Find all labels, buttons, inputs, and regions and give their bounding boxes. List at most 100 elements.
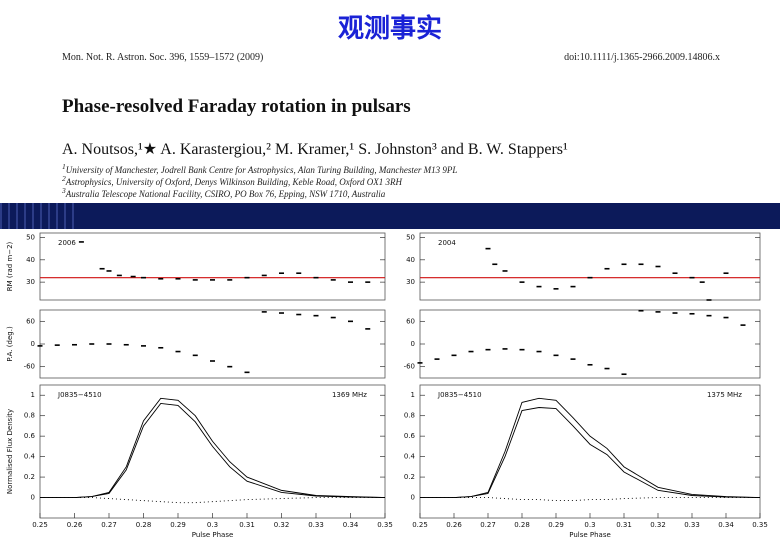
profile-line — [420, 497, 760, 502]
data-point — [672, 312, 678, 314]
annotation: J0835−4510 — [437, 391, 482, 399]
annotation: 1375 MHz — [707, 391, 742, 399]
affiliation-mark: 3 — [62, 186, 66, 195]
y-tick-label: 60 — [26, 317, 35, 325]
y-tick-label: 30 — [406, 278, 415, 286]
data-point — [604, 267, 610, 270]
data-point — [72, 343, 77, 346]
y-axis-label: P.A. (deg.) — [6, 326, 14, 362]
data-point — [451, 354, 457, 357]
x-tick-label: 0.35 — [377, 521, 393, 529]
data-point — [227, 365, 233, 368]
y-axis-label: Normalised Flux Density — [6, 409, 14, 494]
y-tick-label: 0.8 — [404, 412, 415, 420]
x-tick-label: 0.28 — [514, 521, 530, 529]
annotation: 2006 — [58, 239, 76, 247]
data-point — [502, 348, 508, 350]
data-point — [621, 263, 627, 266]
data-point — [279, 312, 284, 314]
data-point — [638, 309, 644, 312]
data-point — [587, 276, 593, 279]
data-point — [244, 276, 250, 279]
data-point — [740, 324, 746, 326]
data-point — [519, 348, 525, 351]
data-point — [192, 354, 198, 357]
profile-line — [40, 397, 386, 498]
data-point — [141, 276, 146, 279]
affiliation-text: Australia Telescope National Facility, C… — [65, 189, 386, 199]
annotation: 1369 MHz — [332, 391, 367, 399]
x-tick-label: 0.31 — [239, 521, 255, 529]
data-point — [78, 241, 84, 243]
y-tick-label: 0 — [31, 340, 35, 348]
slide-title: 观测事实 — [337, 14, 442, 44]
data-point — [54, 344, 60, 346]
y-tick-label: 50 — [406, 233, 415, 241]
y-tick-label: 0 — [411, 340, 415, 348]
data-point — [330, 316, 336, 319]
x-tick-label: 0.31 — [616, 521, 632, 529]
data-point — [519, 281, 525, 283]
data-point — [210, 360, 215, 362]
profile-line — [420, 397, 761, 498]
x-tick-label: 0.32 — [274, 521, 290, 529]
data-point — [227, 279, 233, 281]
y-tick-label: 0.4 — [404, 453, 416, 461]
data-point — [244, 371, 250, 374]
x-axis-label: Pulse Phase — [192, 531, 234, 539]
x-tick-label: 0.32 — [650, 521, 666, 529]
journal: Mon. Not. R. Astron. Soc. 396, 1559–1572… — [62, 52, 264, 63]
y-tick-label: 60 — [406, 317, 415, 325]
annotation: J0835−4510 — [57, 391, 102, 399]
affiliation-mark: 1 — [62, 162, 66, 171]
y-tick-label: 30 — [26, 278, 35, 286]
data-point — [434, 358, 440, 360]
annotation: 2004 — [438, 239, 456, 247]
y-tick-label: 40 — [406, 256, 415, 264]
plot-frame — [419, 384, 761, 519]
data-point — [553, 354, 559, 357]
data-point — [699, 281, 705, 283]
data-point — [106, 270, 112, 272]
data-point — [706, 299, 712, 301]
affiliation: 3Australia Telescope National Facility, … — [62, 186, 385, 199]
data-point — [261, 274, 267, 277]
plot-frame — [39, 232, 386, 301]
data-point — [655, 311, 661, 313]
data-point — [99, 267, 105, 270]
y-tick-label: -60 — [404, 363, 415, 371]
data-point — [587, 363, 593, 366]
y-tick-label: 0.2 — [24, 473, 35, 481]
y-tick-label: 0 — [31, 494, 35, 502]
y-tick-label: 0.4 — [24, 453, 36, 461]
data-point — [348, 320, 353, 323]
x-tick-label: 0.29 — [170, 521, 186, 529]
data-point — [37, 345, 43, 347]
x-tick-label: 0.26 — [446, 521, 462, 529]
data-point — [158, 277, 164, 280]
data-point — [210, 279, 215, 281]
data-point — [638, 263, 644, 266]
data-point — [689, 276, 695, 279]
data-point — [279, 272, 284, 274]
data-point — [365, 328, 371, 330]
affiliation: 1University of Manchester, Jodrell Bank … — [62, 162, 457, 175]
x-tick-label: 0.28 — [136, 521, 152, 529]
data-point — [141, 345, 146, 347]
data-point — [348, 281, 353, 283]
divider-pattern — [0, 203, 80, 229]
plot-frame — [39, 309, 386, 379]
y-tick-label: 1 — [31, 391, 35, 399]
data-point — [116, 274, 122, 277]
x-tick-label: 0.34 — [343, 521, 359, 529]
divider-bar — [0, 203, 780, 229]
y-tick-label: 0.2 — [404, 473, 415, 481]
authors: A. Noutsos,¹★ A. Karastergiou,² M. Krame… — [62, 141, 568, 158]
y-tick-label: 0 — [411, 494, 415, 502]
data-point — [330, 279, 336, 281]
plot-frame — [419, 309, 761, 379]
data-point — [296, 313, 302, 316]
x-tick-label: 0.25 — [32, 521, 48, 529]
